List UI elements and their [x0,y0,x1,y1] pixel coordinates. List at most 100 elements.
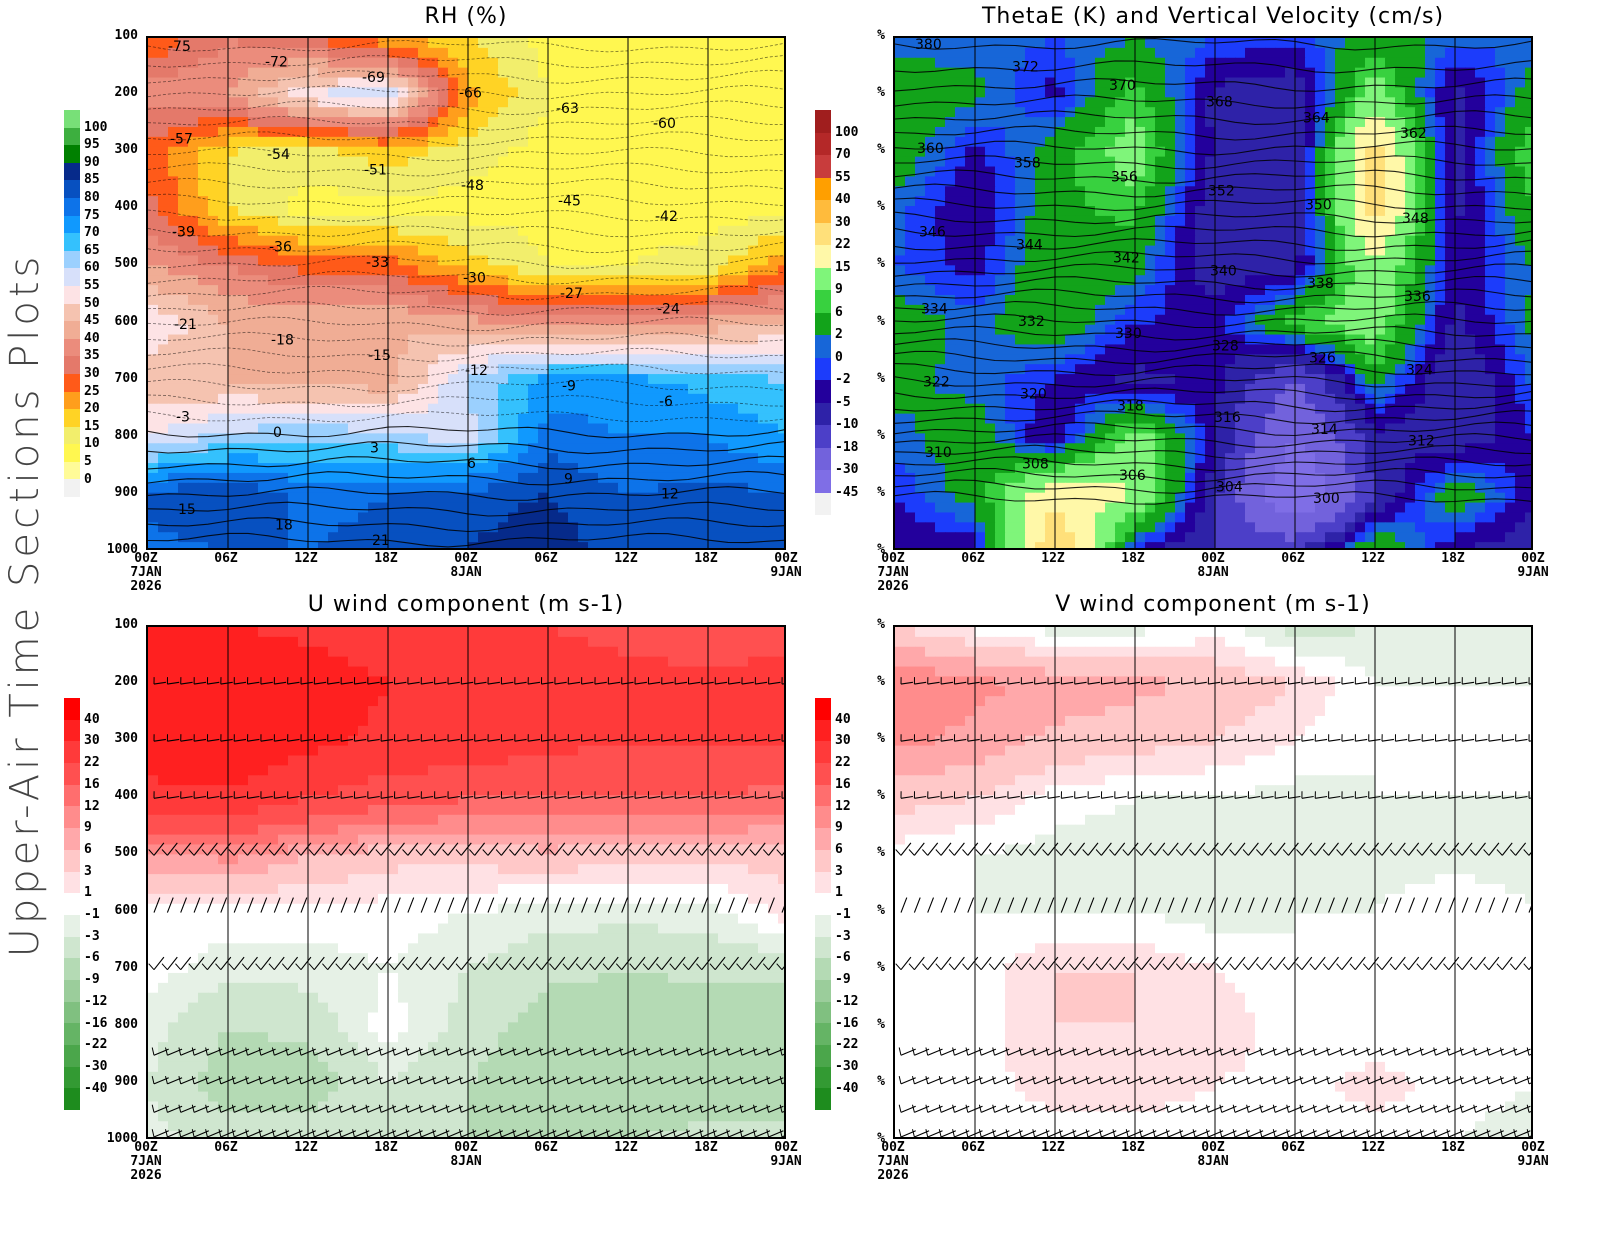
heatmap-cell [1395,47,1406,59]
heatmap-cell [428,67,439,79]
heatmap-cell [718,275,729,286]
heatmap-cell [308,67,319,79]
heatmap-cell [758,265,769,276]
heatmap-cell [408,235,419,247]
heatmap-cell [648,314,659,326]
heatmap-cell [1335,245,1346,257]
heatmap-cell [1065,77,1076,89]
heatmap-cell [238,235,249,247]
heatmap-cell [548,117,559,128]
heatmap-cell [698,47,709,59]
heatmap-cell [1345,77,1356,89]
heatmap-cell [638,265,649,276]
heatmap-cell [358,235,369,247]
heatmap-cell [1375,206,1386,217]
heatmap-cell [188,117,199,128]
heatmap-cell [915,107,926,118]
heatmap-cell [348,522,359,533]
heatmap-cell [148,245,159,257]
heatmap-cell [528,502,539,514]
heatmap-cell [188,403,199,415]
heatmap-cell [1275,235,1286,247]
heatmap-cell [718,383,729,395]
heatmap-cell [925,67,936,79]
heatmap-cell [478,433,489,444]
heatmap-cell [528,403,539,415]
heatmap-cell [358,295,369,306]
heatmap-cell [778,344,784,355]
heatmap-cell [198,314,209,326]
heatmap-cell [448,383,459,395]
heatmap-cell [618,77,629,89]
heatmap-cell [688,354,699,365]
heatmap-cell [338,364,349,375]
heatmap-cell [905,245,916,257]
heatmap-cell [328,383,339,395]
heatmap-cell [768,403,779,415]
heatmap-cell [548,423,559,434]
heatmap-cell [588,423,599,434]
heatmap-cell [768,324,779,336]
heatmap-cell [358,117,369,128]
heatmap-cell [188,324,199,336]
heatmap-cell [158,522,169,533]
heatmap-cell [248,502,259,514]
heatmap-cell [168,532,179,543]
heatmap-cell [718,77,729,89]
heatmap-cell [895,176,906,187]
heatmap-cell [218,324,229,336]
heatmap-cell [228,255,239,266]
heatmap-cell [148,295,159,306]
contour-label: -33 [366,255,389,271]
heatmap-cell [618,453,629,464]
heatmap-cell [268,354,279,365]
heatmap-cell [1055,67,1066,79]
heatmap-cell [198,492,209,504]
heatmap-cell [318,502,329,514]
heatmap-cell [1115,206,1126,217]
heatmap-cell [308,285,319,296]
heatmap-cell [388,285,399,296]
heatmap-cell [148,502,159,514]
heatmap-cell [1075,166,1086,177]
heatmap-cell [368,265,379,276]
heatmap-cell [318,67,329,79]
heatmap-cell [508,413,519,425]
heatmap-cell [618,393,629,405]
heatmap-cell [388,146,399,158]
heatmap-cell [288,433,299,444]
heatmap-cell [308,413,319,425]
heatmap-cell [538,403,549,415]
heatmap-cell [1505,245,1516,257]
heatmap-cell [1065,146,1076,158]
heatmap-cell [718,324,729,336]
heatmap-cell [1415,136,1426,148]
heatmap-cell [1335,57,1346,69]
heatmap-cell [698,156,709,168]
heatmap-cell [638,146,649,158]
heatmap-cell [945,87,956,98]
heatmap-cell [168,38,179,49]
heatmap-cell [1445,126,1456,138]
heatmap-cell [408,482,419,494]
heatmap-cell [688,482,699,494]
heatmap-cell [688,166,699,177]
heatmap-cell [418,265,429,276]
heatmap-cell [628,403,639,415]
heatmap-cell [458,482,469,494]
heatmap-cell [718,107,729,118]
heatmap-cell [1045,186,1056,197]
heatmap-cell [468,38,479,49]
heatmap-cell [228,275,239,286]
heatmap-cell [228,364,239,375]
heatmap-cell [308,265,319,276]
heatmap-cell [288,502,299,514]
heatmap-cell [498,285,509,296]
heatmap-cell [548,57,559,69]
heatmap-cell [188,126,199,138]
heatmap-cell [1015,255,1026,266]
contour-label: -72 [265,54,288,70]
heatmap-cell [558,324,569,336]
heatmap-cell [1445,67,1456,79]
heatmap-cell [1125,38,1136,49]
